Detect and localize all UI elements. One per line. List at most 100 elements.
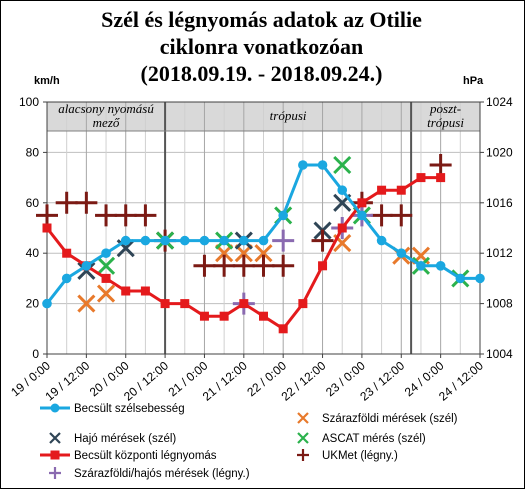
legend-marker	[297, 432, 309, 444]
legend-item: ASCAT mérés (szél)	[297, 432, 426, 445]
series-0-point	[435, 261, 446, 271]
series-5-point	[272, 254, 295, 277]
y-left-tick-label: 80	[26, 145, 40, 159]
y-left-tick-label: 40	[26, 246, 40, 260]
series-4-point	[298, 299, 308, 309]
series-5-point	[311, 229, 334, 252]
series-0-point	[357, 210, 367, 221]
series-2-point	[77, 261, 96, 280]
series-0-point	[179, 235, 190, 246]
legend-item: Becsült központi légnyomás	[40, 450, 217, 462]
series-4-point	[160, 299, 170, 309]
series-0-point	[396, 248, 407, 258]
series-4-point	[416, 173, 426, 183]
legend-item: Hajó mérések (szél)	[49, 432, 176, 445]
y-right-tick-label: 1012	[486, 246, 513, 260]
series-4-point	[337, 223, 347, 233]
series-4-point	[140, 286, 150, 296]
y-right-tick-label: 1016	[486, 196, 513, 210]
y-left-tick-label: 0	[32, 347, 39, 361]
series-5-point	[114, 204, 137, 227]
legend-item: Szárazföldi/hajós mérések (légny.)	[49, 467, 250, 480]
y-left-unit: km/h	[34, 75, 60, 87]
legend-item: Becsült szélsebesség	[40, 403, 185, 415]
series-0-point	[317, 160, 328, 170]
series-0-point	[101, 248, 111, 258]
x-tick-label: 20 / 12:00	[121, 358, 171, 403]
series-0-point	[416, 261, 426, 271]
y-right-tick-label: 1024	[486, 95, 513, 109]
series-4-point	[121, 286, 131, 296]
legend-marker	[297, 449, 309, 461]
phase-label: trópusi	[270, 108, 307, 123]
legend-label: ASCAT mérés (szél)	[322, 433, 426, 445]
series-5-point	[193, 254, 216, 277]
series-4-point	[396, 185, 406, 195]
series-4-point	[436, 173, 446, 183]
series-4-point	[357, 198, 367, 208]
legend-label: UKMet (légny.)	[322, 450, 398, 462]
series-0-point	[298, 160, 308, 170]
y-left-tick-label: 100	[19, 95, 39, 109]
phase-label: alacsony nyomású	[58, 101, 154, 116]
x-tick-label: 19 / 12:00	[42, 358, 92, 403]
legend-label: Szárazföldi mérések (szél)	[322, 413, 458, 425]
series-0-point	[81, 261, 92, 271]
series-5-point	[95, 204, 118, 227]
series-0-point	[160, 235, 170, 246]
legend-marker	[49, 432, 61, 444]
y-right-tick-label: 1008	[486, 297, 513, 311]
legend-label: Szárazföldi/hajós mérések (légny.)	[74, 468, 250, 480]
legend-marker	[50, 450, 60, 460]
series-5-point	[429, 154, 452, 176]
series-3-point	[333, 155, 352, 175]
series-5-point	[213, 254, 236, 277]
x-tick-label: 24 / 12:00	[436, 358, 486, 403]
legend-marker	[50, 403, 60, 413]
legend-item: UKMet (légny.)	[297, 449, 398, 462]
series-5-point	[134, 204, 157, 227]
phase-label: poszt-	[429, 101, 461, 116]
series-4-point	[278, 324, 288, 334]
series-5-point	[370, 204, 393, 227]
series-0-point	[455, 273, 466, 284]
y-right-tick-label: 1004	[486, 347, 513, 361]
legend-label: Becsült központi légnyomás	[74, 450, 217, 462]
series-4-point	[199, 311, 209, 321]
series-0-point	[219, 235, 229, 246]
y-right-tick-label: 1020	[486, 145, 513, 159]
y-left-tick-label: 60	[26, 196, 40, 210]
chart-title: Szél és légnyomás adatok az Otilie ciklo…	[0, 6, 523, 87]
x-tick-label: 23 / 12:00	[357, 358, 407, 403]
series-4-point	[101, 273, 111, 283]
series-5-point	[252, 254, 275, 277]
series-4-point	[219, 311, 229, 321]
series-1-point	[96, 284, 116, 303]
legend-marker	[49, 467, 61, 479]
series-0-point	[239, 235, 249, 246]
series-4-point	[239, 299, 249, 309]
legend-label: Becsült szélsebesség	[74, 403, 185, 415]
series-0-point	[258, 235, 269, 246]
phase-label: trópusi	[427, 115, 464, 130]
series-4-point	[62, 248, 72, 258]
series-0-point	[337, 185, 348, 195]
y-left-tick-label: 20	[26, 297, 40, 311]
series-0-point	[120, 235, 131, 246]
series-0-point	[42, 298, 52, 309]
series-5-point	[390, 204, 413, 227]
series-6-point	[272, 229, 295, 252]
series-5-point	[232, 254, 255, 277]
y-right-unit: hPa	[463, 75, 484, 87]
series-0-point	[376, 235, 387, 246]
series-1-point	[254, 244, 273, 263]
series-5-point	[75, 191, 98, 214]
series-4-point	[180, 299, 190, 309]
legend-label: Hajó mérések (szél)	[74, 433, 176, 445]
series-4-point	[377, 185, 387, 195]
legend-item: Szárazföldi mérések (szél)	[297, 412, 458, 425]
series-4-point	[259, 311, 268, 321]
chart-title-line-1: Szél és légnyomás adatok az Otilie	[101, 7, 422, 32]
series-0-point	[61, 273, 72, 284]
